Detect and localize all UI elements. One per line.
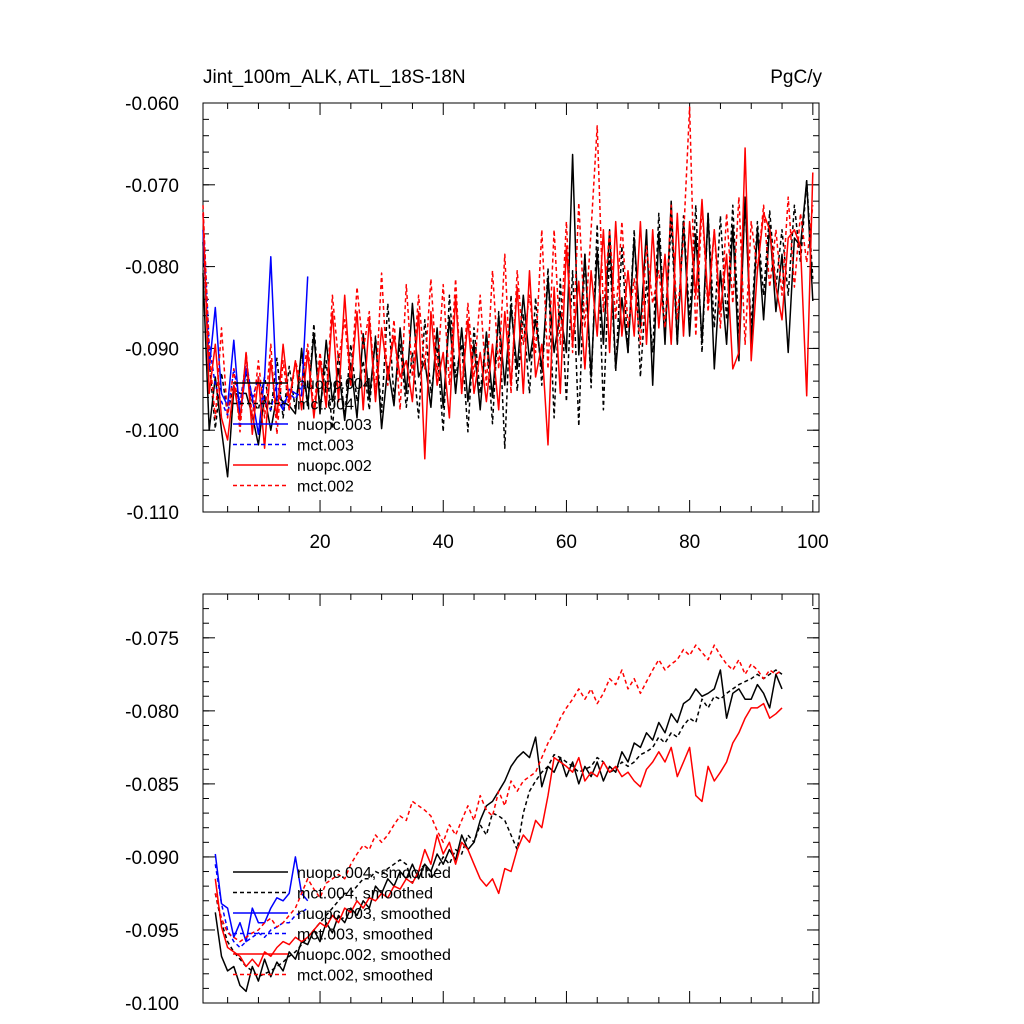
bottom-ytick-label: -0.100 — [125, 994, 179, 1015]
top-xtick-label: 40 — [433, 532, 454, 553]
top-ticks: 20 40 60 80 100 -0.060 -0.070 -0.080 -0.090 -0.10… — [125, 94, 829, 553]
bottom-ytick-label: -0.090 — [125, 848, 179, 869]
bottom-series-line-mct-002-smoothed — [214, 644, 783, 943]
top-legend-label: mct.004 — [297, 397, 354, 414]
top-ytick-label: -0.080 — [125, 258, 179, 279]
bottom-legend-label: nuopc.003, smoothed — [297, 906, 451, 923]
bottom-legend-label: mct.003, smoothed — [297, 927, 433, 944]
bottom-series-line-nuopc-002-smoothed — [214, 702, 783, 968]
chart-units: PgC/y — [770, 67, 822, 88]
bottom-ticks: -0.075 -0.080 -0.085 -0.090 -0.095 -0.100 — [125, 593, 819, 1015]
top-legend-label: nuopc.003 — [297, 417, 372, 434]
top-series-group — [202, 106, 814, 478]
top-legend: nuopc.004 mct.004 nuopc.003 mct.003 nuopc.00… — [233, 376, 372, 496]
top-series-line-mct-002 — [202, 106, 814, 436]
top-ytick-label: -0.110 — [127, 503, 179, 524]
bottom-legend: nuopc.004, smoothed mct.004, smoothed nuop… — [233, 865, 451, 985]
bottom-ytick-label: -0.085 — [125, 775, 179, 796]
top-ytick-label: -0.070 — [125, 176, 179, 197]
bottom-ytick-label: -0.075 — [125, 629, 179, 650]
bottom-ytick-label: -0.095 — [125, 921, 179, 942]
top-legend-label: nuopc.004 — [297, 376, 372, 393]
top-xtick-label: 60 — [556, 532, 577, 553]
top-xtick-label: 80 — [679, 532, 700, 553]
bottom-series-group — [214, 644, 783, 993]
bottom-series-line-nuopc-003-smoothed — [214, 853, 309, 943]
top-chart-panel: 20 40 60 80 100 -0.060 -0.070 -0.080 -0.090 -0.10… — [125, 94, 829, 553]
chart-title: Jint_100m_ALK, ATL_18S-18N — [203, 67, 466, 88]
top-xtick-label: 100 — [797, 532, 829, 553]
top-legend-label: mct.002 — [297, 479, 354, 496]
top-plot-frame — [202, 102, 820, 513]
bottom-legend-label: mct.002, smoothed — [297, 968, 433, 985]
bottom-ytick-label: -0.080 — [125, 702, 179, 723]
top-legend-label: nuopc.002 — [297, 458, 372, 475]
bottom-legend-label: nuopc.004, smoothed — [297, 865, 451, 882]
bottom-legend-label: mct.004, smoothed — [297, 886, 433, 903]
top-legend-label: mct.003 — [297, 438, 354, 455]
bottom-legend-label: nuopc.002, smoothed — [297, 947, 451, 964]
top-ytick-label: -0.100 — [125, 421, 179, 442]
top-ytick-label: -0.060 — [125, 94, 179, 115]
top-xtick-label: 20 — [309, 532, 330, 553]
top-ytick-label: -0.090 — [125, 339, 179, 360]
bottom-chart-panel: -0.075 -0.080 -0.085 -0.090 -0.095 -0.100 nuo… — [125, 593, 820, 1015]
